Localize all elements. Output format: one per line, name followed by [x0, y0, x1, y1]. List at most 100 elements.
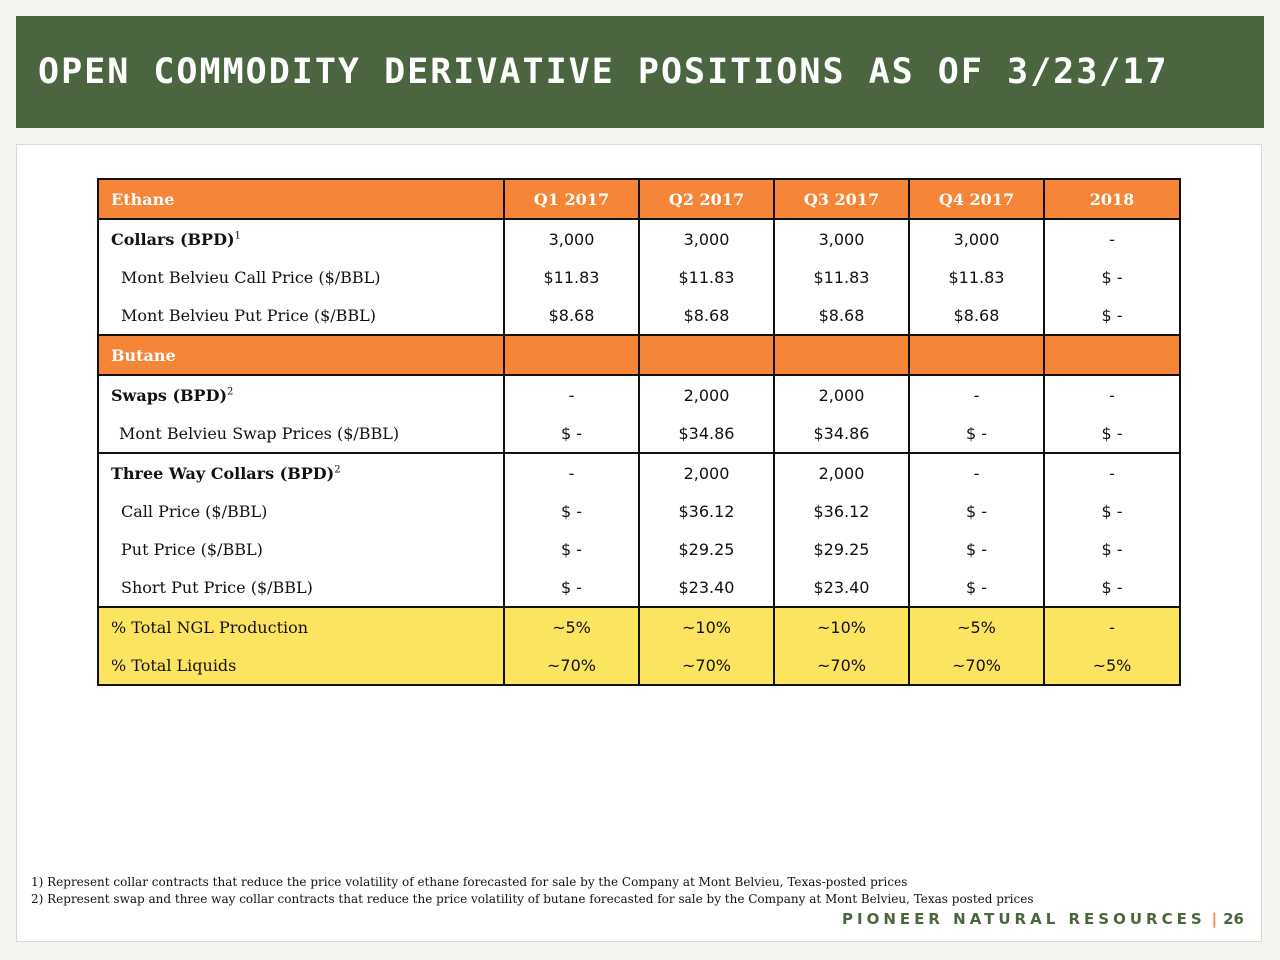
table-cell: ~10%: [638, 606, 775, 646]
table-cell: -: [908, 452, 1045, 492]
column-header: Q1 2017: [503, 178, 640, 220]
table-cell: $ -: [503, 492, 640, 530]
title-bar: OPEN COMMODITY DERIVATIVE POSITIONS AS O…: [16, 16, 1264, 128]
table-row: Call Price ($/BBL) $ - $36.12 $36.12 $ -…: [97, 492, 1181, 530]
header-cell: [503, 334, 640, 376]
table-cell: ~5%: [1043, 646, 1181, 686]
butane-section-label: Butane: [97, 334, 505, 376]
header-cell: [773, 334, 910, 376]
table-cell: $ -: [503, 414, 640, 453]
column-header: 2018: [1043, 178, 1181, 220]
column-header: Q3 2017: [773, 178, 910, 220]
row-label: Collars (BPD)1: [97, 219, 505, 258]
row-label: Put Price ($/BBL): [97, 530, 505, 568]
ethane-header-row: Ethane Q1 2017 Q2 2017 Q3 2017 Q4 2017 2…: [97, 178, 1181, 220]
table-cell: $11.83: [638, 258, 775, 296]
page-number: 26: [1223, 910, 1244, 928]
table-cell: -: [503, 375, 640, 414]
table-cell: $ -: [1043, 568, 1181, 607]
table-row: Short Put Price ($/BBL) $ - $23.40 $23.4…: [97, 568, 1181, 607]
table-cell: 3,000: [638, 219, 775, 258]
table-cell: 3,000: [908, 219, 1045, 258]
row-label: Mont Belvieu Swap Prices ($/BBL): [97, 414, 505, 453]
table-row: % Total NGL Production ~5% ~10% ~10% ~5%…: [97, 606, 1181, 646]
table-cell: $ -: [1043, 414, 1181, 453]
table-cell: ~70%: [503, 646, 640, 686]
row-label: Call Price ($/BBL): [97, 492, 505, 530]
row-label: Swaps (BPD)2: [97, 375, 505, 414]
table-cell: $ -: [1043, 296, 1181, 335]
table-cell: $11.83: [908, 258, 1045, 296]
table-cell: $ -: [908, 530, 1045, 568]
table-cell: 2,000: [773, 375, 910, 414]
table-cell: $8.68: [503, 296, 640, 335]
row-label: Short Put Price ($/BBL): [97, 568, 505, 607]
table-row: Collars (BPD)1 3,000 3,000 3,000 3,000 -: [97, 219, 1181, 258]
header-cell: [908, 334, 1045, 376]
table-cell: ~10%: [773, 606, 910, 646]
row-label: Mont Belvieu Put Price ($/BBL): [97, 296, 505, 335]
footer-separator: |: [1211, 910, 1218, 928]
row-label: % Total NGL Production: [97, 606, 505, 646]
table-cell: ~5%: [503, 606, 640, 646]
table-cell: $ -: [1043, 492, 1181, 530]
footnote: 2) Represent swap and three way collar c…: [31, 892, 1034, 906]
table-cell: $23.40: [773, 568, 910, 607]
header-cell: [1043, 334, 1181, 376]
table-cell: -: [503, 452, 640, 492]
table-cell: 3,000: [503, 219, 640, 258]
table-row: Mont Belvieu Put Price ($/BBL) $8.68 $8.…: [97, 296, 1181, 335]
table-cell: -: [1043, 452, 1181, 492]
table-cell: $ -: [503, 568, 640, 607]
table-cell: -: [1043, 219, 1181, 258]
table-cell: $ -: [908, 568, 1045, 607]
table-cell: $ -: [908, 414, 1045, 453]
footnotes: 1) Represent collar contracts that reduc…: [31, 874, 1034, 908]
table-row: Swaps (BPD)2 - 2,000 2,000 - -: [97, 375, 1181, 414]
table-cell: $11.83: [773, 258, 910, 296]
brand-logo-text: PIONEER NATURAL RESOURCES: [842, 910, 1206, 928]
page-title: OPEN COMMODITY DERIVATIVE POSITIONS AS O…: [38, 52, 1169, 92]
table-row: Mont Belvieu Swap Prices ($/BBL) $ - $34…: [97, 414, 1181, 453]
table-cell: ~70%: [638, 646, 775, 686]
table-cell: $23.40: [638, 568, 775, 607]
table-cell: $29.25: [773, 530, 910, 568]
table-cell: $36.12: [773, 492, 910, 530]
column-header: Q2 2017: [638, 178, 775, 220]
table-cell: $8.68: [638, 296, 775, 335]
row-label: % Total Liquids: [97, 646, 505, 686]
table-cell: $34.86: [773, 414, 910, 453]
table-cell: ~5%: [908, 606, 1045, 646]
table-cell: ~70%: [773, 646, 910, 686]
column-header: Q4 2017: [908, 178, 1045, 220]
header-cell: [638, 334, 775, 376]
table-cell: ~70%: [908, 646, 1045, 686]
table-cell: -: [1043, 375, 1181, 414]
table-cell: $ -: [908, 492, 1045, 530]
ethane-section-label: Ethane: [97, 178, 505, 220]
row-label: Mont Belvieu Call Price ($/BBL): [97, 258, 505, 296]
table-cell: $8.68: [773, 296, 910, 335]
table-row: % Total Liquids ~70% ~70% ~70% ~70% ~5%: [97, 646, 1181, 686]
table-cell: 2,000: [638, 452, 775, 492]
table-cell: $ -: [503, 530, 640, 568]
table-cell: $ -: [1043, 258, 1181, 296]
derivatives-table: Ethane Q1 2017 Q2 2017 Q3 2017 Q4 2017 2…: [97, 178, 1181, 686]
table-cell: $34.86: [638, 414, 775, 453]
table-cell: -: [1043, 606, 1181, 646]
footer: PIONEER NATURAL RESOURCES | 26: [842, 910, 1244, 928]
table-cell: 3,000: [773, 219, 910, 258]
table-cell: -: [908, 375, 1045, 414]
table-cell: 2,000: [638, 375, 775, 414]
table-row: Mont Belvieu Call Price ($/BBL) $11.83 $…: [97, 258, 1181, 296]
butane-header-row: Butane: [97, 334, 1181, 376]
table-cell: $11.83: [503, 258, 640, 296]
table-cell: $ -: [1043, 530, 1181, 568]
table-row: Put Price ($/BBL) $ - $29.25 $29.25 $ - …: [97, 530, 1181, 568]
table-row: Three Way Collars (BPD)2 - 2,000 2,000 -…: [97, 452, 1181, 492]
table-cell: $8.68: [908, 296, 1045, 335]
footnote: 1) Represent collar contracts that reduc…: [31, 875, 908, 889]
row-label: Three Way Collars (BPD)2: [97, 452, 505, 492]
table-cell: $29.25: [638, 530, 775, 568]
table-cell: $36.12: [638, 492, 775, 530]
